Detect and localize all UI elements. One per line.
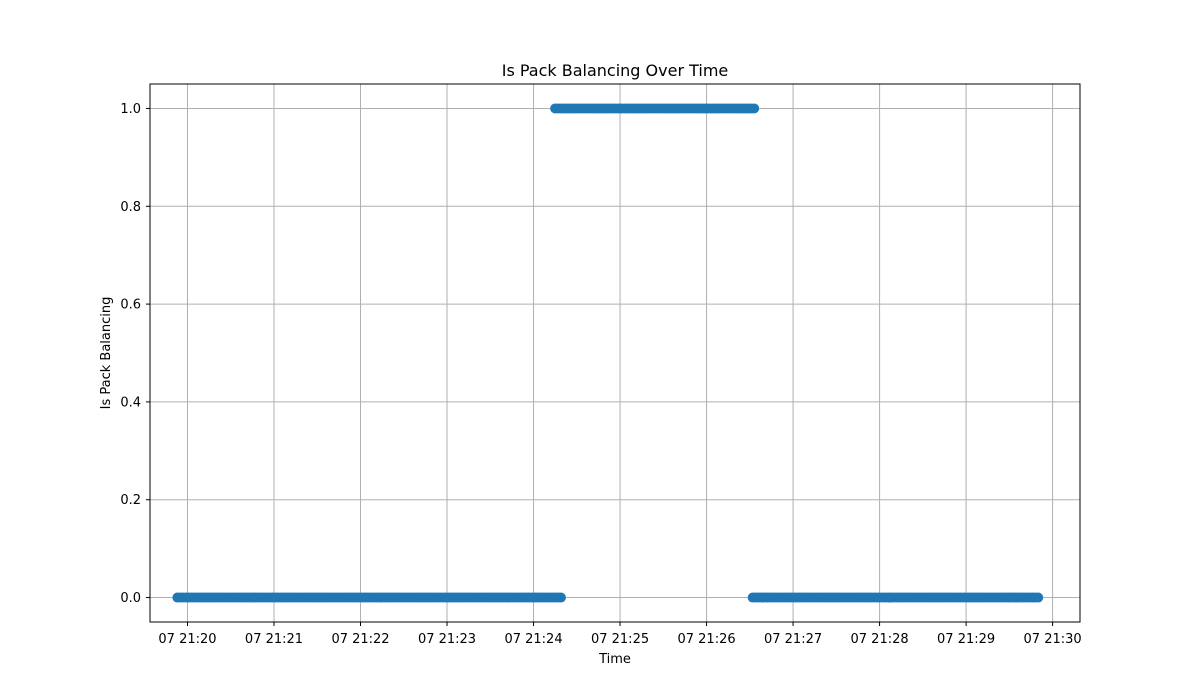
grid [150, 84, 1080, 622]
x-tick-label: 07 21:23 [418, 632, 476, 647]
data-point [1033, 592, 1044, 603]
y-axis: 0.0 0.2 0.4 0.6 0.8 1.0 [120, 102, 150, 606]
y-tick-label: 0.2 [120, 493, 141, 508]
data-point [555, 592, 566, 603]
x-axis-label: Time [598, 652, 631, 667]
x-axis: 07 21:20 07 21:21 07 21:22 07 21:23 07 21:24… [158, 622, 1082, 647]
x-tick-label: 07 21:27 [764, 632, 822, 647]
data-points [172, 103, 1044, 603]
y-tick-label: 1.0 [120, 102, 141, 117]
y-tick-label: 0.4 [120, 395, 141, 410]
y-tick-label: 0.0 [120, 591, 141, 606]
x-tick-label: 07 21:29 [937, 632, 995, 647]
x-tick-label: 07 21:25 [591, 632, 649, 647]
x-tick-label: 07 21:22 [331, 632, 389, 647]
x-tick-label: 07 21:26 [677, 632, 735, 647]
x-tick-label: 07 21:30 [1024, 632, 1082, 647]
data-point [749, 103, 760, 114]
chart-title: Is Pack Balancing Over Time [502, 61, 729, 80]
x-tick-label: 07 21:28 [851, 632, 909, 647]
y-tick-label: 0.6 [120, 298, 141, 313]
y-axis-label: Is Pack Balancing [99, 297, 114, 410]
plot-frame [149, 83, 1081, 623]
x-tick-label: 07 21:20 [158, 632, 216, 647]
x-tick-label: 07 21:24 [504, 632, 562, 647]
x-tick-label: 07 21:21 [245, 632, 303, 647]
y-tick-label: 0.8 [120, 200, 141, 215]
